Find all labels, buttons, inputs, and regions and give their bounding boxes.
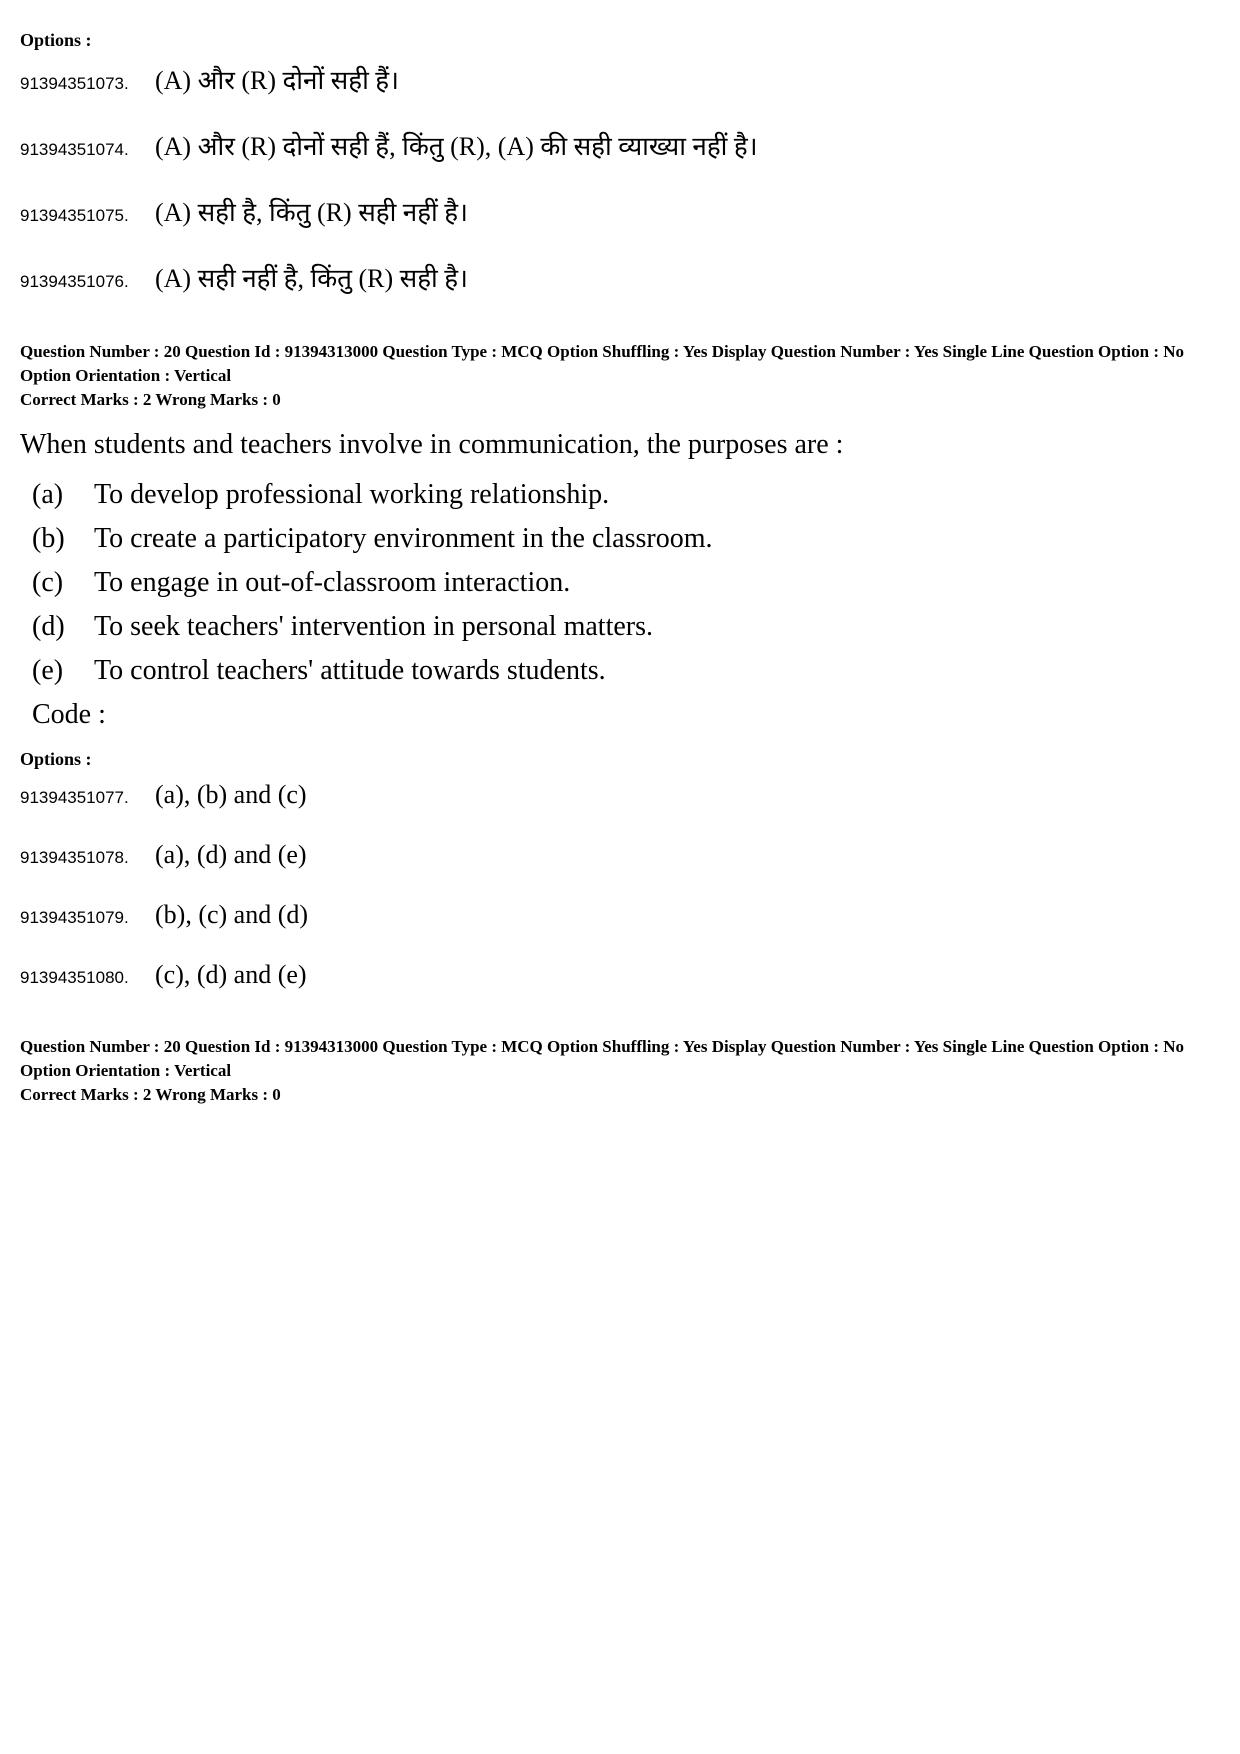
option-text: (a), (b) and (c) bbox=[155, 780, 307, 810]
option-row: 91394351074. (A) और (R) दोनों सही हैं, क… bbox=[20, 127, 1220, 163]
question-meta: Question Number : 20 Question Id : 91394… bbox=[20, 1035, 1220, 1106]
item-label: (a) bbox=[32, 479, 94, 511]
option-text: (A) सही नहीं है, किंतु (R) सही है। bbox=[155, 259, 468, 295]
item-label: (c) bbox=[32, 567, 94, 599]
option-row: 91394351075. (A) सही है, किंतु (R) सही न… bbox=[20, 193, 1220, 229]
meta-line: Correct Marks : 2 Wrong Marks : 0 bbox=[20, 1083, 1220, 1107]
options-label: Options : bbox=[20, 30, 1220, 51]
option-id: 91394351073. bbox=[20, 74, 155, 94]
question-item: (c) To engage in out-of-classroom intera… bbox=[32, 567, 1220, 599]
option-text: (A) और (R) दोनों सही हैं, किंतु (R), (A)… bbox=[155, 127, 758, 163]
option-id: 91394351080. bbox=[20, 968, 155, 988]
q19-options-block: Options : 91394351073. (A) और (R) दोनों … bbox=[20, 30, 1220, 295]
option-id: 91394351076. bbox=[20, 272, 155, 292]
meta-line: Question Number : 20 Question Id : 91394… bbox=[20, 340, 1220, 388]
item-text: To create a participatory environment in… bbox=[94, 523, 712, 555]
option-id: 91394351075. bbox=[20, 206, 155, 226]
option-text: (A) और (R) दोनों सही हैं। bbox=[155, 61, 399, 97]
option-id: 91394351079. bbox=[20, 908, 155, 928]
item-label: (d) bbox=[32, 611, 94, 643]
question-item: (d) To seek teachers' intervention in pe… bbox=[32, 611, 1220, 643]
option-row: 91394351079. (b), (c) and (d) bbox=[20, 900, 1220, 930]
question-items: (a) To develop professional working rela… bbox=[20, 479, 1220, 687]
question-text: When students and teachers involve in co… bbox=[20, 429, 1220, 461]
meta-line: Correct Marks : 2 Wrong Marks : 0 bbox=[20, 388, 1220, 412]
option-text: (c), (d) and (e) bbox=[155, 960, 307, 990]
option-text: (A) सही है, किंतु (R) सही नहीं है। bbox=[155, 193, 468, 229]
option-id: 91394351074. bbox=[20, 140, 155, 160]
meta-line: Question Number : 20 Question Id : 91394… bbox=[20, 1035, 1220, 1083]
option-id: 91394351077. bbox=[20, 788, 155, 808]
option-id: 91394351078. bbox=[20, 848, 155, 868]
option-row: 91394351076. (A) सही नहीं है, किंतु (R) … bbox=[20, 259, 1220, 295]
question-item: (e) To control teachers' attitude toward… bbox=[32, 655, 1220, 687]
question-item: (a) To develop professional working rela… bbox=[32, 479, 1220, 511]
item-label: (e) bbox=[32, 655, 94, 687]
question-item: (b) To create a participatory environmen… bbox=[32, 523, 1220, 555]
options-label: Options : bbox=[20, 749, 1220, 770]
code-label: Code : bbox=[32, 699, 1220, 731]
item-text: To seek teachers' intervention in person… bbox=[94, 611, 653, 643]
item-text: To engage in out-of-classroom interactio… bbox=[94, 567, 570, 599]
option-row: 91394351073. (A) और (R) दोनों सही हैं। bbox=[20, 61, 1220, 97]
question-meta: Question Number : 20 Question Id : 91394… bbox=[20, 340, 1220, 411]
item-text: To develop professional working relation… bbox=[94, 479, 609, 511]
option-text: (a), (d) and (e) bbox=[155, 840, 307, 870]
option-row: 91394351078. (a), (d) and (e) bbox=[20, 840, 1220, 870]
option-text: (b), (c) and (d) bbox=[155, 900, 308, 930]
q20-options-block: Options : 91394351077. (a), (b) and (c) … bbox=[20, 749, 1220, 990]
option-row: 91394351077. (a), (b) and (c) bbox=[20, 780, 1220, 810]
item-label: (b) bbox=[32, 523, 94, 555]
item-text: To control teachers' attitude towards st… bbox=[94, 655, 606, 687]
option-row: 91394351080. (c), (d) and (e) bbox=[20, 960, 1220, 990]
